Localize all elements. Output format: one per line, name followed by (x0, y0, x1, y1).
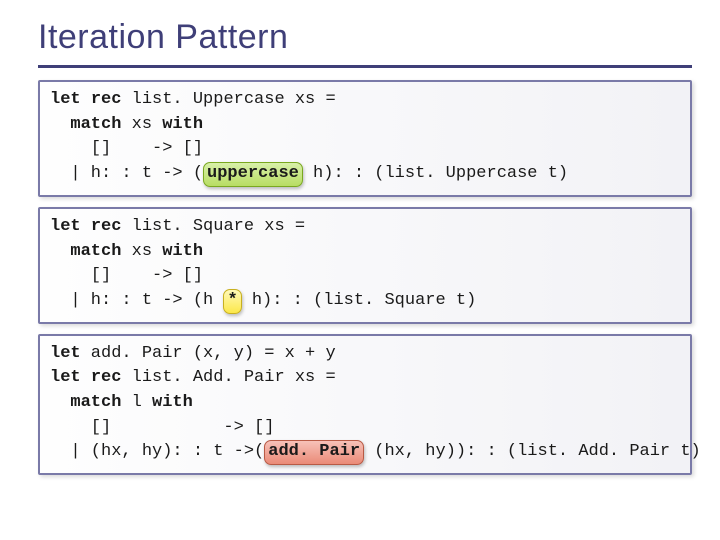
code-box-listUppercase: let rec list. Uppercase xs = match xs wi… (38, 80, 692, 197)
keyword: with (162, 115, 203, 134)
code-line: [] -> [] (50, 264, 680, 289)
code-segment (81, 90, 91, 109)
keyword: let (50, 90, 81, 109)
code-line: let rec list. Add. Pair xs = (50, 366, 680, 391)
code-line: let rec list. Uppercase xs = (50, 88, 680, 113)
keyword: rec (91, 90, 122, 109)
code-box-listSquare: let rec list. Square xs = match xs with … (38, 207, 692, 324)
code-segment: xs (121, 115, 162, 134)
code-segment: [] -> [] (50, 418, 274, 437)
code-line: match xs with (50, 240, 680, 265)
code-segment: l (121, 393, 152, 412)
code-segment: list. Square xs = (121, 217, 305, 236)
highlight-green: uppercase (203, 162, 303, 187)
code-segment: h): : (list. Square t) (242, 291, 477, 310)
keyword: let (50, 344, 81, 363)
code-boxes-container: let rec list. Uppercase xs = match xs wi… (38, 80, 692, 475)
code-line: match l with (50, 391, 680, 416)
code-segment (81, 217, 91, 236)
code-line: [] -> [] (50, 416, 680, 441)
highlight-yellow: * (223, 289, 241, 314)
code-segment: list. Add. Pair xs = (121, 368, 335, 387)
code-segment: add. Pair (x, y) = x + y (81, 344, 336, 363)
keyword: with (152, 393, 193, 412)
code-line: [] -> [] (50, 137, 680, 162)
code-segment (50, 115, 70, 134)
keyword: match (70, 115, 121, 134)
keyword: match (70, 242, 121, 261)
title-rule (38, 65, 692, 68)
keyword: match (70, 393, 121, 412)
page-title: Iteration Pattern (38, 18, 692, 57)
code-line: | h: : t -> (uppercase h): : (list. Uppe… (50, 162, 680, 187)
code-segment: | h: : t -> ( (50, 164, 203, 183)
keyword: let (50, 217, 81, 236)
code-box-listAddPair: let add. Pair (x, y) = x + ylet rec list… (38, 334, 692, 476)
code-segment (81, 368, 91, 387)
code-segment: xs (121, 242, 162, 261)
code-segment: [] -> [] (50, 266, 203, 285)
code-segment: | h: : t -> (h (50, 291, 223, 310)
keyword: with (162, 242, 203, 261)
code-line: | h: : t -> (h * h): : (list. Square t) (50, 289, 680, 314)
keyword: rec (91, 217, 122, 236)
code-segment: (hx, hy)): : (list. Add. Pair t) (364, 442, 701, 461)
code-line: let rec list. Square xs = (50, 215, 680, 240)
keyword: rec (91, 368, 122, 387)
code-segment: [] -> [] (50, 139, 203, 158)
code-line: match xs with (50, 113, 680, 138)
code-segment: h): : (list. Uppercase t) (303, 164, 568, 183)
keyword: let (50, 368, 81, 387)
code-segment: | (hx, hy): : t ->( (50, 442, 264, 461)
code-segment: list. Uppercase xs = (121, 90, 335, 109)
code-line: let add. Pair (x, y) = x + y (50, 342, 680, 367)
code-line: | (hx, hy): : t ->(add. Pair (hx, hy)): … (50, 440, 680, 465)
highlight-red: add. Pair (264, 440, 364, 465)
code-segment (50, 242, 70, 261)
code-segment (50, 393, 70, 412)
